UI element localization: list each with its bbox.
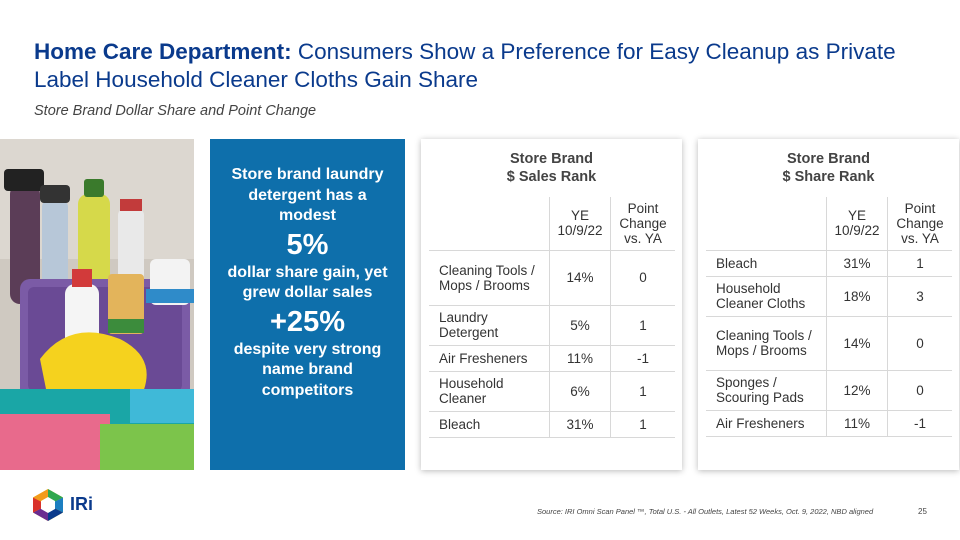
row-change: 1 [610,411,675,438]
table-row: Air Fresheners 11% -1 [429,345,675,372]
row-share: 11% [549,345,611,372]
col-ye-header: YE 10/9/22 [549,197,611,251]
table-row: Laundry Detergent 5% 1 [429,305,675,346]
table-row: Sponges / Scouring Pads 12% 0 [706,370,952,411]
cleaning-supplies-illustration [0,139,194,470]
table-row: Cleaning Tools / Mops / Brooms 14% 0 [429,250,675,306]
row-category: Air Fresheners [429,345,550,372]
row-category: Bleach [429,411,550,438]
logo-wordmark: IRi [70,494,94,514]
source-note: Source: IRI Omni Scan Panel ™, Total U.S… [537,507,874,516]
row-share: 6% [549,371,611,412]
row-category: Laundry Detergent [429,305,550,346]
callout-line-1: Store brand laundry detergent has a mode… [231,166,384,224]
row-category: Household Cleaner Cloths [706,276,827,317]
share-rank-title-line1: Store Brand [787,151,870,167]
col-change-header: Point Change vs. YA [610,197,675,251]
row-share: 11% [826,410,888,437]
row-category: Household Cleaner [429,371,550,412]
page-number: 25 [918,507,927,516]
row-change: -1 [610,345,675,372]
callout-line-3: despite very strong name brand competito… [233,340,382,399]
callout-stat-1: 5% [286,228,329,261]
share-rank-title-line2: $ Share Rank [782,169,875,185]
slide-title-bold: Home Care Department: [34,39,292,64]
share-rank-card: Store Brand $ Share Rank YE 10/9/22 Poin… [698,139,959,470]
table-row: Bleach 31% 1 [706,250,952,277]
table-header-row: YE 10/9/22 Point Change vs. YA [429,197,675,251]
row-share: 14% [826,316,888,371]
table-row: Air Fresheners 11% -1 [706,410,952,437]
row-change: 0 [887,316,952,371]
row-category: Cleaning Tools / Mops / Brooms [429,250,550,306]
row-category: Bleach [706,250,827,277]
callout-box: Store brand laundry detergent has a mode… [210,139,405,470]
sales-rank-title: Store Brand $ Sales Rank [421,150,682,186]
table-row: Household Cleaner Cloths 18% 3 [706,276,952,317]
sales-rank-table: YE 10/9/22 Point Change vs. YA Cleaning … [429,197,675,438]
sales-rank-title-line2: $ Sales Rank [506,169,597,185]
row-category: Cleaning Tools / Mops / Brooms [706,316,827,371]
row-change: -1 [887,410,952,437]
slide-title-rest: Consumers Show a Preference for Easy Cle… [34,39,896,92]
row-share: 5% [549,305,611,346]
row-category: Sponges / Scouring Pads [706,370,827,411]
table-header-row: YE 10/9/22 Point Change vs. YA [706,197,952,251]
row-share: 31% [826,250,888,277]
row-change: 1 [610,305,675,346]
row-category: Air Fresheners [706,410,827,437]
slide-subtitle: Store Brand Dollar Share and Point Chang… [34,103,317,119]
row-share: 18% [826,276,888,317]
table-row: Bleach 31% 1 [429,411,675,438]
row-change: 0 [887,370,952,411]
iri-logo-icon [32,488,64,527]
row-share: 12% [826,370,888,411]
row-change: 3 [887,276,952,317]
row-share: 31% [549,411,611,438]
row-change: 0 [610,250,675,306]
cleaning-supplies-photo [0,139,194,470]
share-rank-table: YE 10/9/22 Point Change vs. YA Bleach 31… [706,197,952,437]
table-row: Cleaning Tools / Mops / Brooms 14% 0 [706,316,952,371]
callout-stat-2: +25% [270,305,345,338]
col-change-header: Point Change vs. YA [887,197,952,251]
table-row: Household Cleaner 6% 1 [429,371,675,412]
col-ye-header: YE 10/9/22 [826,197,888,251]
row-share: 14% [549,250,611,306]
share-rank-title: Store Brand $ Share Rank [698,150,959,186]
sales-rank-title-line1: Store Brand [510,151,593,167]
sales-rank-card: Store Brand $ Sales Rank YE 10/9/22 Poin… [421,139,682,470]
row-change: 1 [887,250,952,277]
row-change: 1 [610,371,675,412]
slide-title: Home Care Department: Consumers Show a P… [34,38,934,94]
callout-line-2: dollar share gain, yet grew dollar sales [227,263,388,302]
